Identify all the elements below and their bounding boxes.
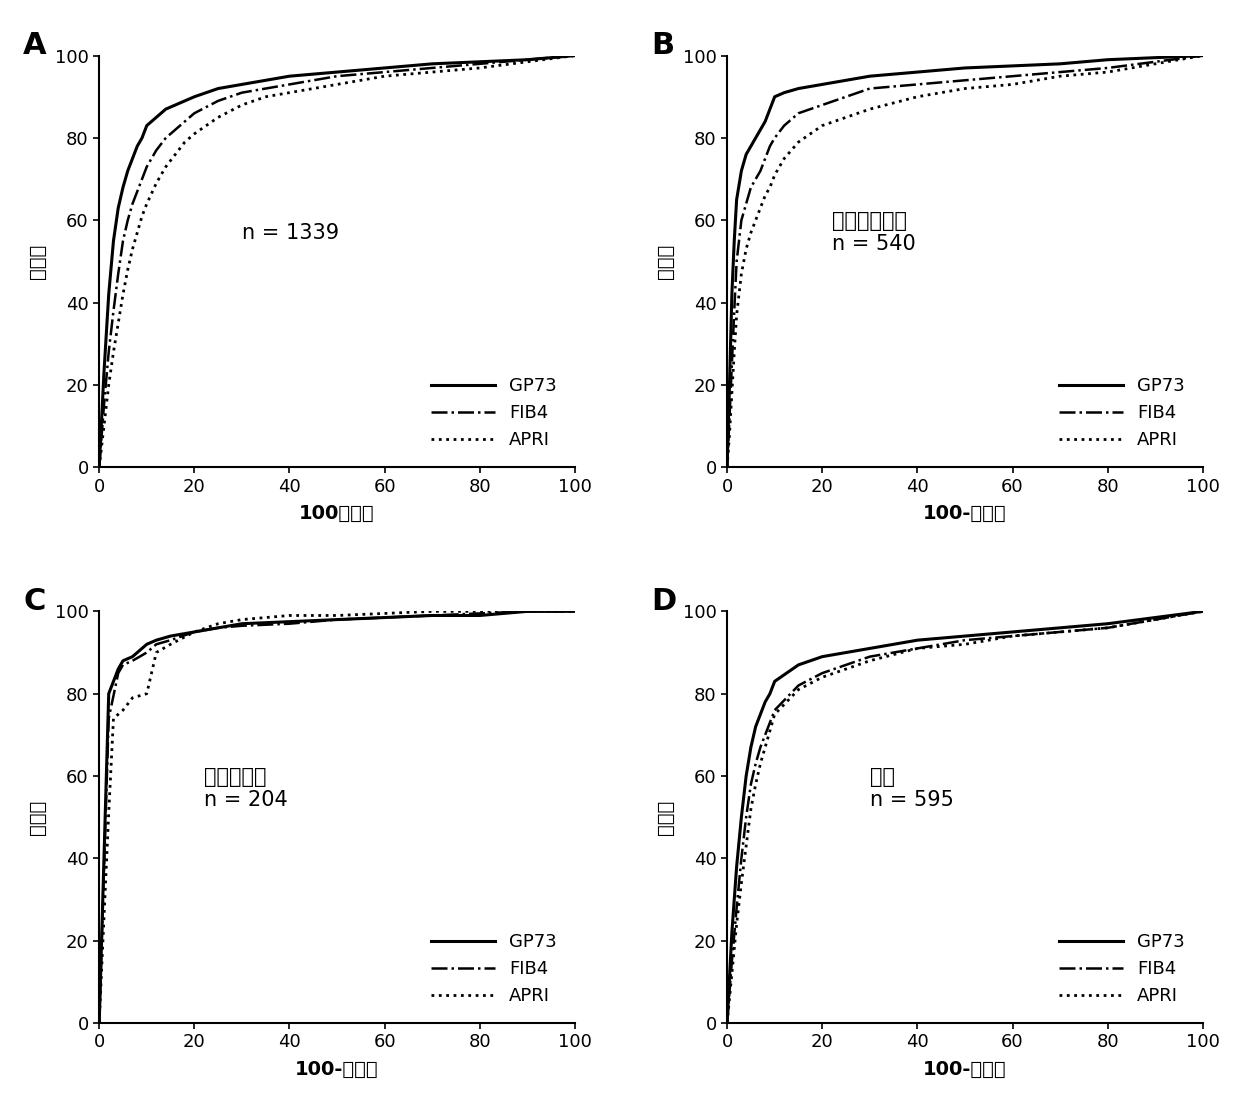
Y-axis label: 敏感性: 敏感性	[656, 244, 675, 279]
Legend: GP73, FIB4, APRI: GP73, FIB4, APRI	[1050, 924, 1194, 1014]
Text: D: D	[651, 587, 676, 616]
Legend: GP73, FIB4, APRI: GP73, FIB4, APRI	[423, 368, 565, 458]
X-axis label: 100特異性: 100特異性	[299, 504, 374, 523]
Y-axis label: 敏感性: 敏感性	[27, 800, 47, 835]
X-axis label: 100-特異性: 100-特異性	[923, 1060, 1007, 1079]
Text: n = 1339: n = 1339	[242, 222, 339, 242]
Text: C: C	[24, 587, 46, 616]
Text: B: B	[651, 31, 675, 60]
Legend: GP73, FIB4, APRI: GP73, FIB4, APRI	[423, 924, 565, 1014]
X-axis label: 100-特異性: 100-特異性	[295, 1060, 379, 1079]
Legend: GP73, FIB4, APRI: GP73, FIB4, APRI	[1050, 368, 1194, 458]
Text: 慢性丙型肝炎
n = 540: 慢性丙型肝炎 n = 540	[832, 211, 915, 255]
Y-axis label: 敏感性: 敏感性	[656, 800, 675, 835]
Text: A: A	[24, 31, 47, 60]
Y-axis label: 敏感性: 敏感性	[27, 244, 47, 279]
X-axis label: 100-特異性: 100-特異性	[923, 504, 1007, 523]
Text: 酒精性肝病
n = 204: 酒精性肝病 n = 204	[203, 767, 288, 810]
Text: 其他
n = 595: 其他 n = 595	[869, 767, 954, 810]
